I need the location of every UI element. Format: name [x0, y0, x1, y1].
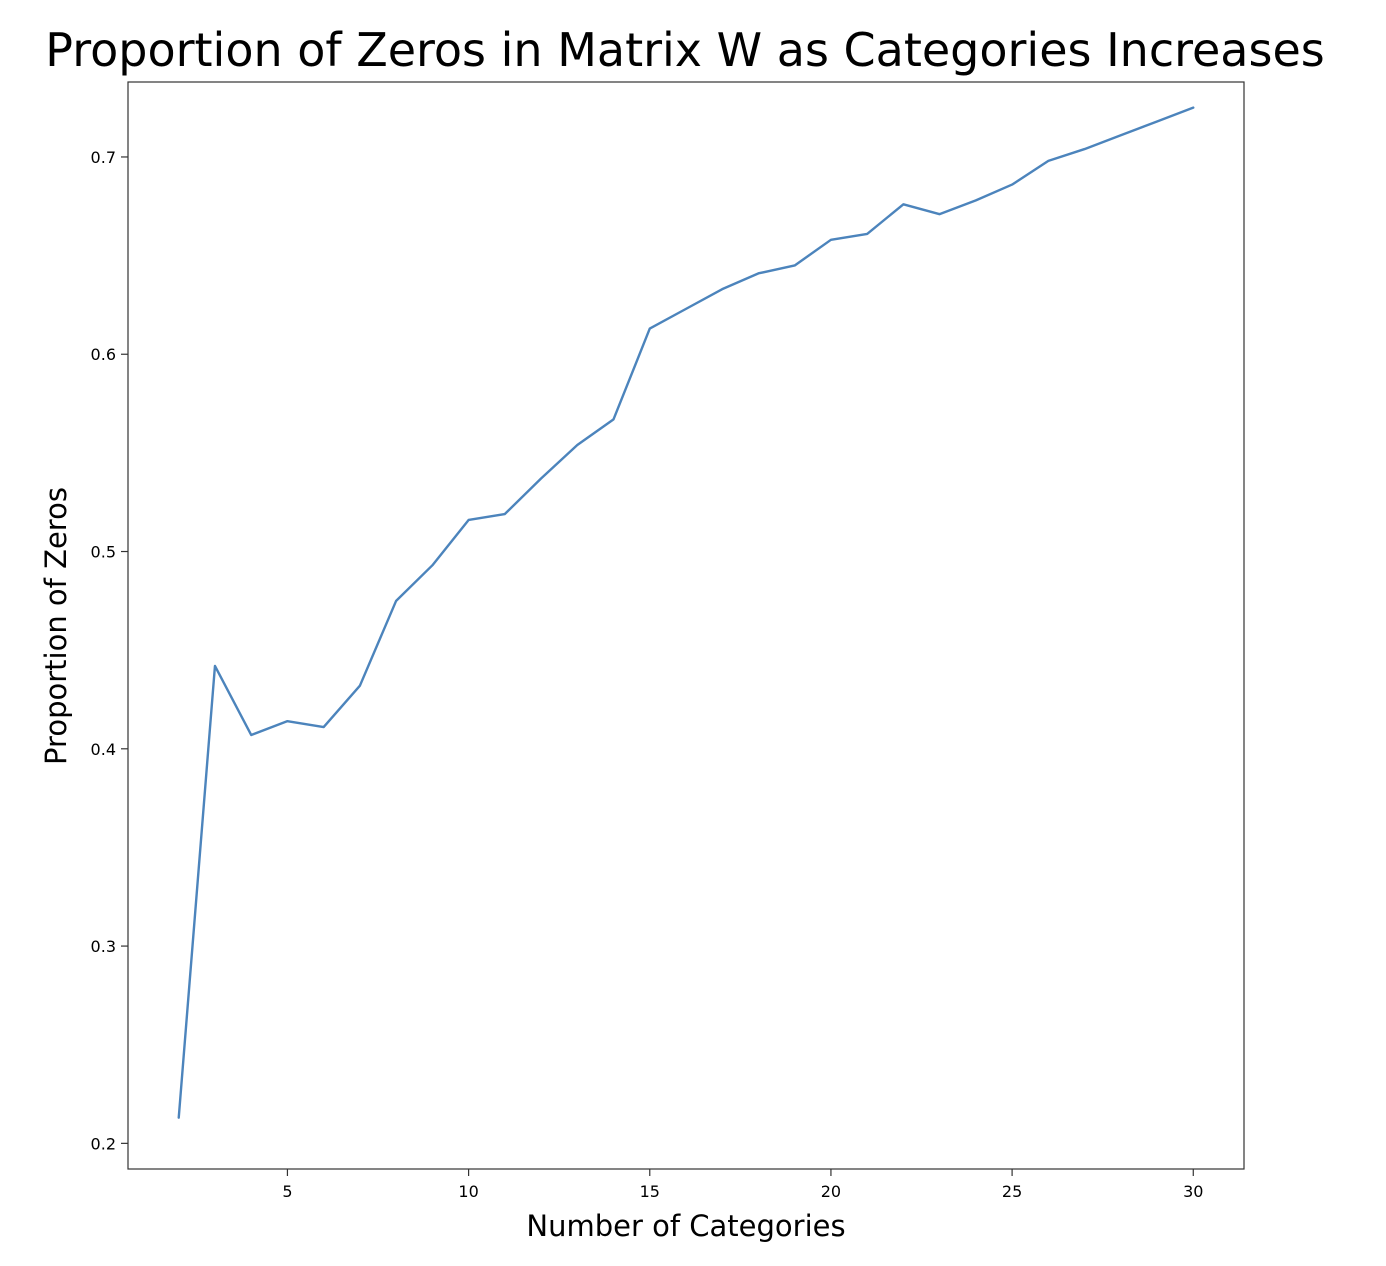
data-point [359, 685, 361, 687]
data-point [613, 418, 615, 420]
data-point [1120, 134, 1122, 136]
y-tick-label: 0.4 [91, 740, 116, 759]
data-point [1156, 120, 1158, 122]
x-tick-label: 10 [458, 1182, 478, 1201]
data-point [395, 600, 397, 602]
data-point [286, 720, 288, 722]
data-point [902, 203, 904, 205]
x-tick-label: 30 [1183, 1182, 1203, 1201]
data-point [431, 564, 433, 566]
data-point [685, 308, 687, 310]
data-point [975, 199, 977, 201]
data-point [939, 213, 941, 215]
data-point [830, 239, 832, 241]
data-point [576, 444, 578, 446]
chart-title: Proportion of Zeros in Matrix W as Categ… [45, 23, 1324, 77]
data-point [721, 288, 723, 290]
data-point [649, 328, 651, 330]
y-tick-label: 0.6 [91, 345, 116, 364]
data-point [794, 264, 796, 266]
x-tick-label: 5 [282, 1182, 292, 1201]
data-point [214, 665, 216, 667]
data-point [323, 726, 325, 728]
data-point [540, 478, 542, 480]
data-point [1192, 107, 1194, 109]
data-point [178, 1117, 180, 1119]
y-axis-ticks: 0.2 0.3 0.4 0.5 0.6 0.7 [91, 148, 128, 1153]
data-point [757, 272, 759, 274]
data-point [1011, 184, 1013, 186]
data-point [468, 519, 470, 521]
y-axis-label: Proportion of Zeros [39, 487, 73, 765]
data-point [866, 233, 868, 235]
y-tick-label: 0.3 [91, 937, 116, 956]
x-axis-label: Number of Categories [526, 1209, 845, 1243]
data-point [1084, 148, 1086, 150]
y-tick-label: 0.5 [91, 543, 116, 562]
series-line [177, 106, 1195, 1119]
plot-area-frame [127, 81, 1245, 1170]
x-tick-label: 20 [821, 1182, 841, 1201]
data-point [250, 734, 252, 736]
x-axis-ticks: 5 10 15 20 25 30 [282, 1169, 1203, 1201]
data-point [504, 513, 506, 515]
series-points [178, 107, 1195, 1119]
x-tick-label: 25 [1002, 1182, 1022, 1201]
y-tick-label: 0.7 [91, 148, 116, 167]
x-tick-label: 15 [640, 1182, 660, 1201]
data-point [1047, 160, 1049, 162]
y-tick-label: 0.2 [91, 1134, 116, 1153]
